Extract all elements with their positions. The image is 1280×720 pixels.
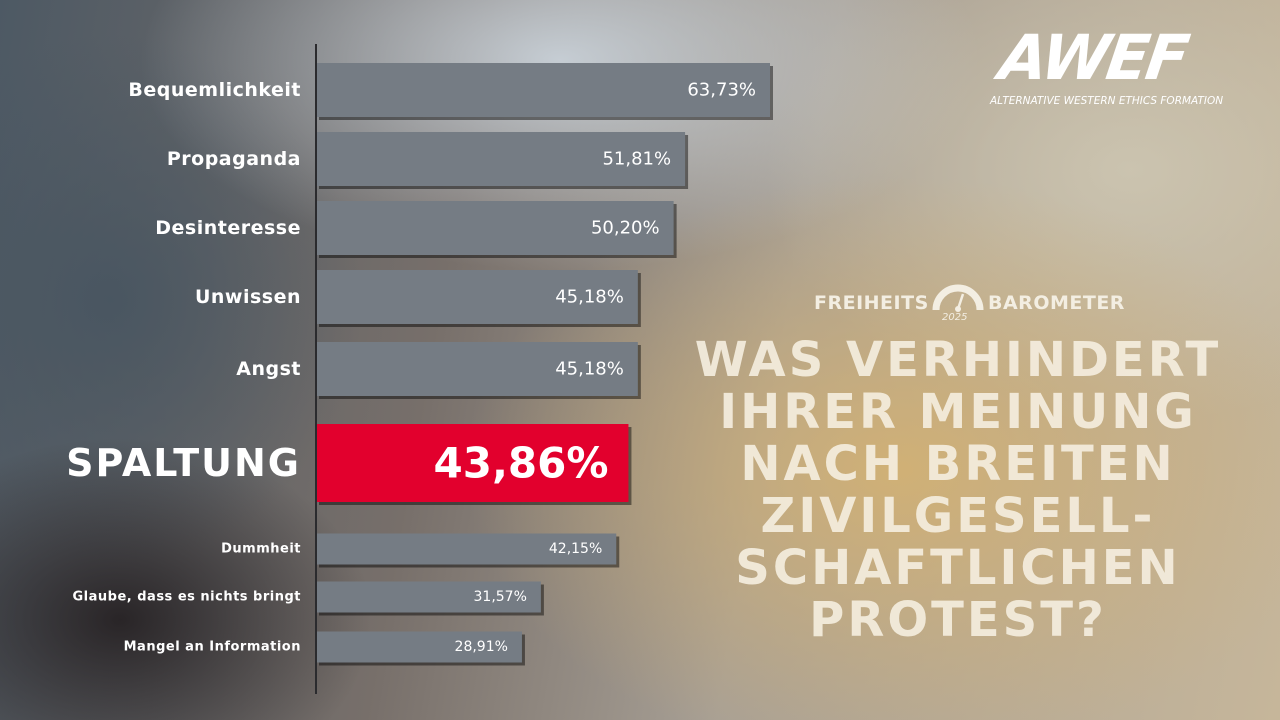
bar-value-label: 31,57%	[474, 589, 527, 605]
bar	[316, 342, 638, 396]
barometer-word-left: FREIHEITS	[814, 292, 929, 314]
bar	[316, 63, 770, 117]
gauge-icon	[932, 284, 984, 312]
bar-label: Desinteresse	[155, 217, 301, 239]
bar-label: Bequemlichkeit	[128, 79, 301, 101]
bar	[316, 201, 674, 255]
bar	[316, 270, 638, 324]
bar-label: Propaganda	[167, 148, 301, 170]
bar-label: Glaube, dass es nichts bringt	[73, 590, 302, 605]
logo-subtitle: ALTERNATIVE WESTERN ETHICS FORMATION	[990, 95, 1224, 107]
bar-label: Dummheit	[221, 542, 301, 557]
question-line: WAS VERHINDERT	[694, 332, 1222, 388]
bar-label: Unwissen	[195, 286, 301, 308]
bar	[316, 424, 629, 502]
bar-value-label: 45,18%	[555, 359, 624, 380]
bar-label: Angst	[236, 358, 301, 380]
bar-label: SPALTUNG	[66, 441, 301, 485]
bar	[316, 533, 617, 565]
bar-value-label: 51,81%	[602, 149, 671, 170]
bar-value-label: 63,73%	[687, 80, 756, 101]
question-headline: WAS VERHINDERT IHRER MEINUNG NACH BREITE…	[668, 334, 1248, 646]
barometer-word-right: BAROMETER	[988, 292, 1125, 314]
bar	[316, 581, 541, 613]
question-line: SCHAFTLICHEN	[735, 540, 1181, 596]
bar-value-label: 45,18%	[555, 287, 624, 308]
question-line: NACH BREITEN	[740, 436, 1176, 492]
bar-label: Mangel an Information	[124, 640, 301, 655]
bar-value-label: 43,86%	[434, 439, 609, 488]
question-line: PROTEST?	[809, 592, 1107, 648]
bar-value-label: 42,15%	[549, 541, 602, 557]
bar-value-label: 50,20%	[591, 218, 660, 239]
bar	[316, 132, 686, 186]
awef-logo: AWEF ALTERNATIVE WESTERN ETHICS FORMATIO…	[984, 21, 1246, 112]
question-line: IHRER MEINUNG	[719, 384, 1197, 440]
question-line: ZIVILGESELL-	[760, 488, 1156, 544]
bar	[316, 631, 522, 663]
bar-value-label: 28,91%	[455, 639, 508, 655]
freiheitsbarometer-badge: FREIHEITS 2025 BAROMETER	[814, 282, 1134, 328]
barometer-year: 2025	[942, 312, 968, 323]
logo-mark: AWEF	[994, 21, 1191, 94]
